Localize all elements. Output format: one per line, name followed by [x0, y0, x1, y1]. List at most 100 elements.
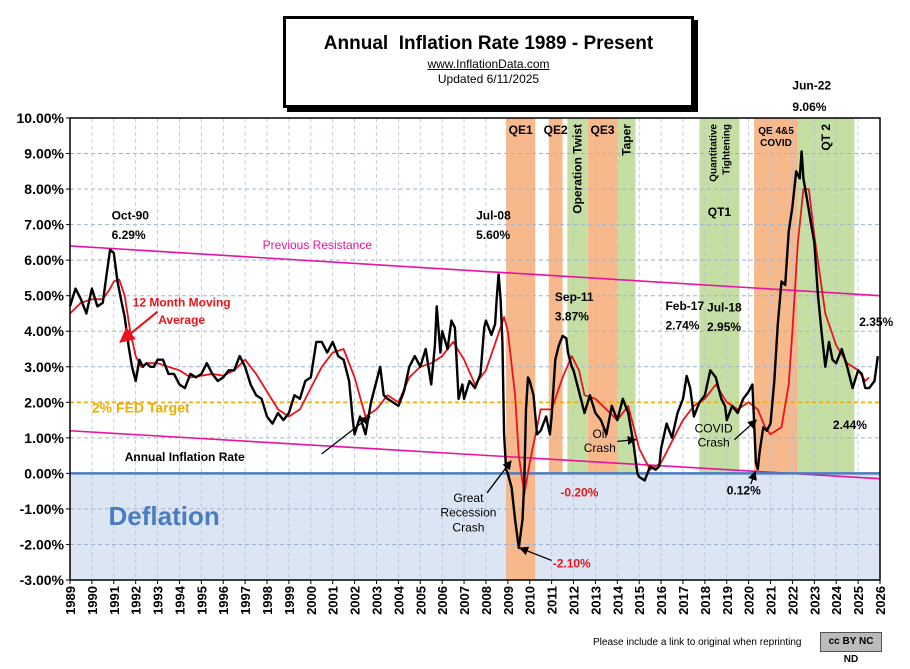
x-tick-label: 2010	[523, 586, 538, 615]
band-label-2: Operation Twist	[571, 124, 585, 214]
annotation-label: Crash	[452, 521, 484, 535]
reprint-note: Please include a link to original when r…	[593, 637, 802, 648]
annotation-label: 9.06%	[792, 100, 826, 114]
annotation-label: -0.20%	[560, 485, 598, 499]
y-tick-label: 5.00%	[24, 288, 64, 304]
annotation-arrow	[617, 435, 637, 445]
y-tick-label: 9.00%	[24, 146, 64, 162]
annotation-arrow	[748, 470, 757, 485]
x-tick-label: 2024	[829, 585, 844, 615]
x-tick-label: 1990	[85, 586, 100, 615]
annotation-label: -2.10%	[553, 557, 591, 571]
band-label-1: QE2	[544, 123, 568, 137]
support-line	[69, 429, 881, 480]
x-tick-label: 2000	[304, 586, 319, 615]
x-tick-label: 1998	[260, 586, 275, 615]
annotation-label: Jul-08	[476, 208, 511, 222]
x-tick-label: 1991	[107, 586, 122, 615]
x-tick-label: 2009	[501, 586, 516, 615]
annotation-label: 5.60%	[476, 228, 510, 242]
annotation-label: Average	[158, 313, 205, 327]
band-label-7: QE 4&5	[758, 126, 794, 137]
band-label-9: QT 2	[819, 124, 833, 151]
band-label-covid: COVID	[760, 138, 792, 149]
annotation-arrow	[119, 310, 159, 343]
annotation-label: 0.12%	[727, 484, 761, 498]
x-tick-label: 2015	[632, 586, 647, 615]
chart-title: Annual Inflation Rate 1989 - Present	[323, 33, 654, 54]
x-tick-label: 2006	[435, 586, 450, 615]
x-tick-label: 2008	[479, 586, 494, 615]
annotation-label: Jun-22	[792, 79, 831, 93]
annotation-label: 2.95%	[707, 320, 741, 334]
annotation-label: Recession	[440, 506, 496, 520]
series-inflation-rate	[68, 150, 879, 550]
annotation-arrow	[733, 419, 757, 441]
x-tick-label: 1989	[63, 586, 78, 615]
deflation-zone	[70, 473, 880, 580]
annotation-label: Oct-90	[112, 208, 150, 222]
fed-target-label: 2% FED Target	[92, 399, 190, 415]
website-link[interactable]: www.InflationData.com	[427, 57, 550, 71]
annotation-arrow	[486, 460, 512, 494]
x-tick-label: 2017	[676, 586, 691, 615]
resistance-label: Previous Resistance	[263, 238, 373, 252]
annotation-arrow	[321, 415, 371, 455]
y-tick-label: 8.00%	[24, 181, 64, 197]
y-tick-label: 10.00%	[17, 110, 65, 126]
x-tick-label: 2020	[742, 586, 757, 615]
y-tick-label: 2.00%	[24, 394, 64, 410]
annotation-label: 12 Month Moving	[133, 295, 231, 309]
x-tick-label: 2012	[567, 586, 582, 615]
band-5	[699, 118, 740, 474]
annotation-arrow	[519, 546, 552, 562]
annotation-label: 2.35%	[859, 315, 893, 329]
y-tick-label: -2.00%	[20, 536, 65, 552]
updated-date: Updated 6/11/2025	[437, 72, 540, 86]
x-tick-label: 2016	[654, 586, 669, 615]
y-tick-label: 0.00%	[24, 465, 64, 481]
x-tick-label: 1999	[282, 586, 297, 615]
annotation-label: Jul-18	[707, 301, 742, 315]
annotation-label: Oil	[592, 427, 607, 441]
x-tick-label: 2005	[413, 586, 428, 615]
x-tick-label: 2018	[698, 586, 713, 615]
band-label-4: Taper	[619, 124, 633, 156]
annotation-label: Great	[453, 491, 484, 505]
plot-frame	[69, 117, 881, 581]
series-moving-average	[69, 188, 870, 496]
band-7	[754, 118, 798, 474]
band-label-3: QE3	[591, 123, 615, 137]
annotation-label: Crash	[584, 441, 616, 455]
x-tick-label: 2003	[369, 586, 384, 615]
chart-title-box: Annual Inflation Rate 1989 - Present www…	[283, 16, 694, 108]
annotation-label: Annual Inflation Rate	[125, 450, 245, 464]
x-tick-label: 2002	[348, 586, 363, 615]
y-tick-label: 1.00%	[24, 430, 64, 446]
y-tick-label: 4.00%	[24, 323, 64, 339]
x-tick-label: 2026	[873, 586, 888, 615]
band-label-0: QE1	[509, 123, 533, 137]
annotation-label: COVID	[695, 422, 733, 436]
deflation-label: Deflation	[109, 501, 220, 531]
band-label-qt-line: Quantitative	[708, 124, 719, 182]
band-0	[506, 118, 536, 580]
band-label-qt-line: Tightening	[721, 124, 732, 175]
y-tick-label: -3.00%	[20, 572, 65, 588]
x-tick-label: 1993	[151, 586, 166, 615]
annotation-label: 3.87%	[555, 310, 589, 324]
band-label-qt1: QT1	[708, 205, 732, 219]
y-tick-label: 3.00%	[24, 359, 64, 375]
annotation-label: Sep-11	[555, 290, 594, 304]
annotation-label: 2.44%	[833, 418, 867, 432]
x-tick-label: 1996	[216, 586, 231, 615]
annotation-label: 6.29%	[112, 228, 146, 242]
x-tick-label: 1995	[194, 586, 209, 615]
x-tick-label: 2007	[457, 586, 472, 615]
x-tick-label: 1994	[172, 585, 187, 615]
x-tick-label: 2013	[588, 586, 603, 615]
x-tick-label: 2004	[391, 585, 406, 615]
x-tick-label: 1992	[129, 586, 144, 615]
x-tick-label: 2021	[764, 586, 779, 615]
